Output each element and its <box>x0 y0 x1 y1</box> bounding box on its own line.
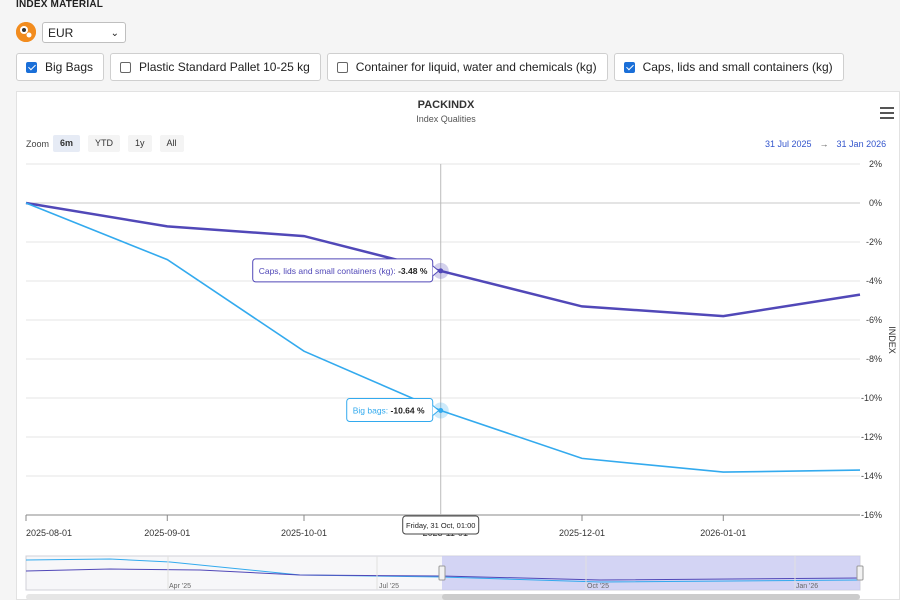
filter-bar: Big Bags Plastic Standard Pallet 10-25 k… <box>16 53 844 81</box>
filter-label: Container for liquid, water and chemical… <box>355 60 597 74</box>
zoom-1y-button[interactable]: 1y <box>128 135 152 152</box>
navigator-handle-left <box>438 565 446 581</box>
tooltip-pointer-bigbags <box>432 405 440 416</box>
navigator[interactable]: Apr '25 Jul '25 Oct '25 Jan '26 <box>25 555 864 600</box>
range-from-input[interactable]: 31 Jul 2025 <box>765 139 812 149</box>
navigator-tick-label: Jul '25 <box>379 583 399 590</box>
tooltip-pointer-caps <box>432 265 440 277</box>
zoom-controls: Zoom 6m YTD 1y All <box>26 135 192 152</box>
series-lines <box>25 201 861 473</box>
x-tick-label: 2026-01-01 <box>700 528 746 538</box>
data-point-bigbags <box>438 407 444 413</box>
y-tick-label: -4% <box>866 276 882 286</box>
zoom-label: Zoom <box>26 138 50 149</box>
tooltip-text-caps: Caps, lids and small containers (kg): -3… <box>259 266 428 276</box>
x-tick-label: 2025-09-01 <box>144 528 190 538</box>
y-tick-label: -8% <box>866 354 882 364</box>
chevron-down-icon: ⌄ <box>110 28 119 39</box>
filter-label: Caps, lids and small containers (kg) <box>642 60 833 74</box>
y-tick-label: 2% <box>869 159 882 169</box>
tooltip-label: Big bags: <box>353 405 391 415</box>
checkbox-container-liquid[interactable] <box>336 61 348 73</box>
filter-label: Big Bags <box>45 60 94 74</box>
filter-container-liquid[interactable]: Container for liquid, water and chemical… <box>326 53 608 81</box>
section-title: INDEX MATERIAL <box>16 0 104 10</box>
data-point-caps <box>438 268 444 274</box>
date-range: 31 Jul 2025 → 31 Jan 2026 <box>765 139 886 149</box>
y-axis-title: INDEX <box>887 326 897 354</box>
x-tick-label: 2025-10-01 <box>281 528 327 538</box>
filter-big-bags[interactable]: Big Bags <box>16 53 105 81</box>
date-tooltip-box <box>402 515 480 535</box>
x-tick-label: 2025-08-01 <box>26 528 72 538</box>
currency-logo <box>16 22 36 42</box>
tooltip-label: Caps, lids and small containers (kg): <box>259 266 398 276</box>
series-line-caps <box>25 201 861 318</box>
filter-label: Plastic Standard Pallet 10-25 kg <box>139 60 310 74</box>
tooltips: Caps, lids and small containers (kg): -3… <box>252 258 480 535</box>
y-tick-label: 0% <box>869 198 882 208</box>
filter-caps-lids[interactable]: Caps, lids and small containers (kg) <box>613 53 844 81</box>
tooltip-value: -10.64 % <box>391 405 425 415</box>
grid-lines <box>26 163 860 516</box>
y-tick-label: -6% <box>866 315 882 325</box>
navigator-selection <box>442 556 860 590</box>
zoom-all-button[interactable]: All <box>159 135 184 152</box>
checkbox-caps-lids[interactable] <box>623 61 635 73</box>
navigator-tick-label: Oct '25 <box>587 583 609 590</box>
y-axis-ticks: 2% 0% -2% -4% -6% -8% -10% -12% -14% -16% <box>861 159 882 520</box>
hamburger-menu-icon[interactable] <box>880 107 894 119</box>
checkbox-big-bags[interactable] <box>26 61 37 73</box>
currency-value: EUR <box>48 26 74 40</box>
checkbox-plastic-pallet[interactable] <box>120 61 132 73</box>
y-tick-label: -2% <box>866 237 882 247</box>
date-tooltip-text: Friday, 31 Oct, 01:00 <box>406 521 475 530</box>
y-tick-label: -14% <box>861 471 882 481</box>
range-to-input[interactable]: 31 Jan 2026 <box>836 139 887 149</box>
range-arrow: → <box>819 139 829 149</box>
navigator-line-caps <box>25 568 861 581</box>
navigator-tick-label: Jan '26 <box>796 583 818 590</box>
series-line-bigbags <box>25 202 861 473</box>
zoom-ytd-button[interactable]: YTD <box>88 135 121 152</box>
chart-title: PACKINDX <box>417 99 475 111</box>
currency-select[interactable]: EUR ⌄ <box>42 22 126 43</box>
y-tick-label: -12% <box>861 432 882 442</box>
y-tick-label: -10% <box>861 393 882 403</box>
navigator-scrollbar-thumb <box>442 594 860 600</box>
y-tick-label: -16% <box>861 510 882 520</box>
x-tick-label: 2025-12-01 <box>559 528 605 538</box>
navigator-handle-right <box>856 565 864 581</box>
zoom-6m-button[interactable]: 6m <box>53 135 81 152</box>
tooltip-text-bigbags: Big bags: -10.64 % <box>353 405 425 415</box>
tooltip-value: -3.48 % <box>398 266 428 276</box>
navigator-tick-label: Apr '25 <box>169 583 191 590</box>
chart-subtitle: Index Qualities <box>416 114 476 124</box>
filter-plastic-pallet[interactable]: Plastic Standard Pallet 10-25 kg <box>110 53 321 81</box>
